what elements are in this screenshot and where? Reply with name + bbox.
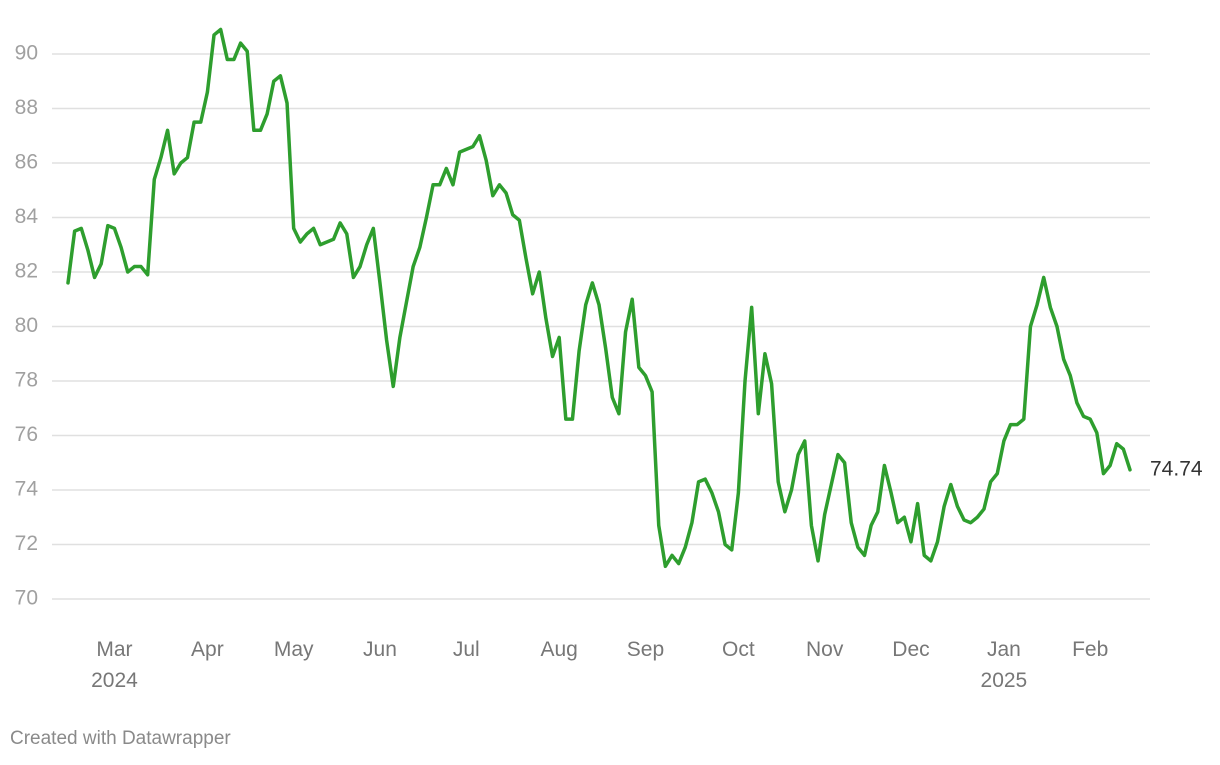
x-tick-label: May xyxy=(274,638,314,661)
y-tick-label: 70 xyxy=(15,587,38,610)
y-tick-label: 90 xyxy=(15,42,38,65)
x-tick-label: Oct xyxy=(722,638,755,661)
y-tick-label: 84 xyxy=(15,205,39,228)
y-tick-label: 76 xyxy=(15,423,38,446)
y-tick-label: 80 xyxy=(15,314,38,337)
y-tick-label: 82 xyxy=(15,260,38,283)
y-tick-label: 74 xyxy=(15,478,39,501)
x-tick-label: Feb xyxy=(1072,638,1108,661)
x-tick-label: Dec xyxy=(892,638,929,661)
y-tick-label: 88 xyxy=(15,96,38,119)
y-tick-label: 86 xyxy=(15,151,38,174)
x-tick-label: Jan 2025 xyxy=(981,638,1028,692)
x-tick-label: Aug xyxy=(540,638,577,661)
x-tick-label: Mar 2024 xyxy=(91,638,138,692)
y-tick-label: 72 xyxy=(15,532,38,555)
y-tick-label: 78 xyxy=(15,369,38,392)
credit: Created with Datawrapper xyxy=(10,728,231,749)
end-label: 74.74 xyxy=(1150,457,1203,480)
x-tick-label: Jun xyxy=(363,638,397,661)
x-tick-label: Apr xyxy=(191,638,224,661)
line xyxy=(66,27,1132,569)
x-tick-label: Jul xyxy=(453,638,480,661)
x-tick-label: Nov xyxy=(806,638,844,661)
x-tick-label: Sep xyxy=(627,638,664,661)
